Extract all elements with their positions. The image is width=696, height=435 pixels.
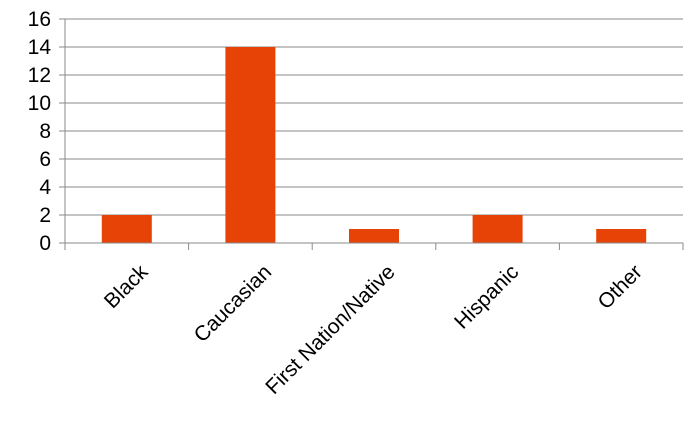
bar-other [596, 229, 647, 243]
x-tick-label: Black [100, 260, 153, 313]
y-tick-label: 6 [39, 148, 51, 171]
axes [59, 18, 684, 250]
y-tick-label: 10 [28, 92, 51, 115]
x-tick-label: Other [594, 260, 647, 313]
bars [101, 47, 647, 243]
y-tick-labels: 0 2 4 6 8 10 12 14 16 [28, 8, 52, 255]
x-tick-label: Hispanic [450, 260, 523, 333]
y-tick-label: 12 [28, 64, 51, 87]
y-tick-label: 14 [28, 36, 52, 59]
bar-hispanic [472, 215, 523, 243]
y-tick-label: 16 [28, 8, 51, 31]
y-tick-label: 8 [39, 120, 51, 143]
x-tick-label: First Nation/Native [261, 260, 399, 398]
gridlines [65, 18, 683, 216]
bar-first-nation-native [349, 229, 399, 243]
bar-black [101, 215, 152, 243]
y-tick-label: 0 [39, 232, 51, 255]
bar-caucasian [225, 47, 276, 243]
y-tick-label: 4 [39, 176, 51, 199]
x-tick-label: Caucasian [190, 260, 276, 346]
y-tick-label: 2 [39, 204, 51, 227]
